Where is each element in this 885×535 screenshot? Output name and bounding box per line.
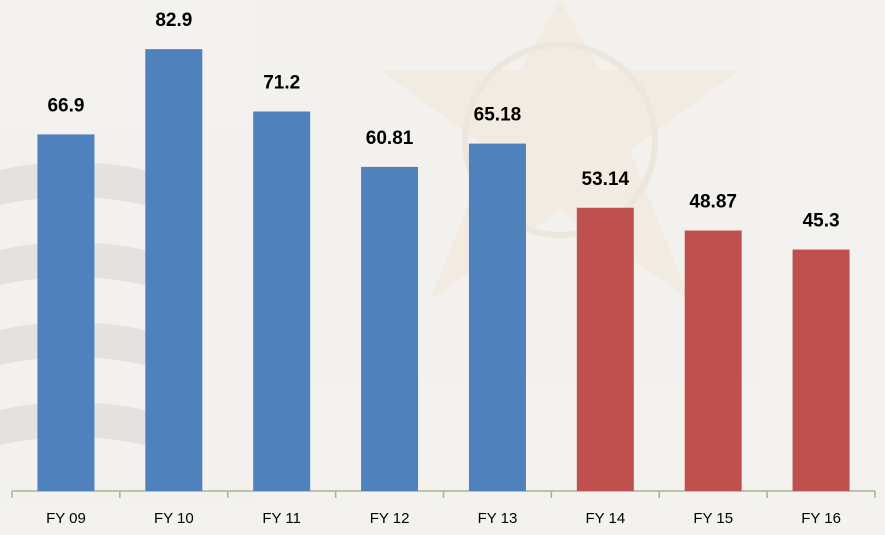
x-tick-label: FY 09 bbox=[46, 510, 86, 527]
value-label: 48.87 bbox=[689, 192, 737, 213]
badge-ring bbox=[462, 42, 658, 238]
x-tick-label: FY 10 bbox=[154, 510, 194, 527]
value-label: 71.2 bbox=[263, 73, 300, 94]
bar bbox=[468, 143, 526, 491]
bar bbox=[684, 230, 742, 492]
x-tick-label: FY 11 bbox=[262, 510, 301, 527]
x-tick-label: FY 14 bbox=[585, 510, 625, 527]
x-tick-label: FY 15 bbox=[693, 510, 733, 527]
bar bbox=[361, 166, 419, 492]
x-tick-label: FY 12 bbox=[370, 510, 410, 527]
value-label: 66.9 bbox=[47, 95, 84, 116]
bar bbox=[792, 249, 850, 491]
value-label: 45.3 bbox=[803, 211, 840, 232]
value-label: 60.81 bbox=[366, 128, 414, 149]
value-label: 65.18 bbox=[474, 105, 522, 126]
bar bbox=[253, 111, 311, 491]
bar bbox=[37, 134, 95, 491]
value-label: 53.14 bbox=[582, 169, 630, 190]
bar bbox=[576, 207, 634, 491]
value-label: 82.9 bbox=[155, 10, 192, 31]
x-tick-label: FY 16 bbox=[801, 510, 841, 527]
bar bbox=[145, 49, 203, 491]
x-tick-label: FY 13 bbox=[478, 510, 518, 527]
